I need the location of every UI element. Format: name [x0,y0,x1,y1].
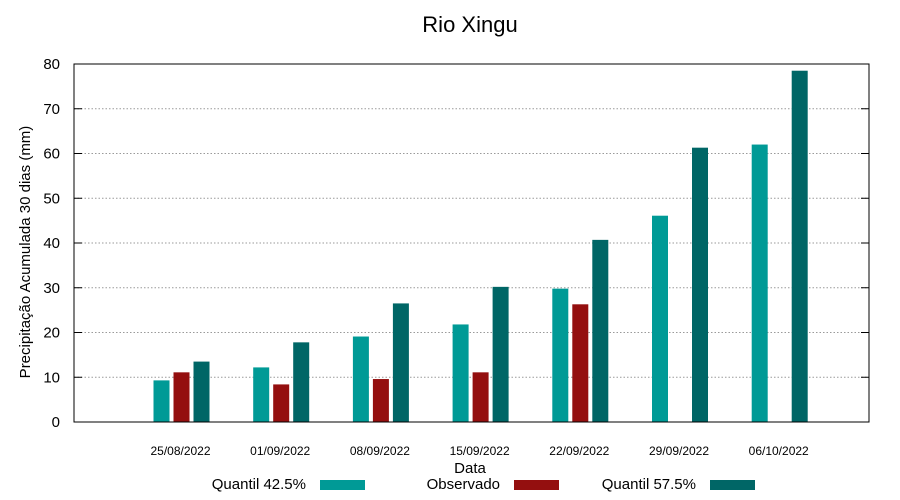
y-axis-ticks: 0 10 20 30 40 50 60 70 80 [43,56,869,431]
x-tick-label: 01/09/2022 [250,444,310,458]
bar [273,384,290,422]
y-tick-label: 30 [43,280,60,297]
bar [692,147,708,422]
bar [751,144,768,423]
bar [592,239,609,422]
bars [153,70,808,423]
bar [572,304,589,422]
bar [372,379,389,422]
legend-swatch [514,480,559,490]
legend: Quantil 42.5% Observado Quantil 57.5% [212,476,755,493]
legend-label: Quantil 42.5% [212,476,306,493]
bar [293,342,310,422]
bar [492,286,509,422]
bar [452,324,469,422]
bar [791,70,808,423]
x-tick-label: 15/09/2022 [450,444,510,458]
legend-swatch [710,480,755,490]
bar [552,288,569,422]
y-tick-label: 20 [43,325,60,342]
bar [352,336,369,422]
x-tick-label: 29/09/2022 [649,444,709,458]
y-tick-label: 80 [43,56,60,73]
gridlines [74,108,869,378]
bar [253,367,270,422]
y-tick-label: 0 [52,414,60,431]
x-tick-label: 08/09/2022 [350,444,410,458]
chart-title: Rio Xingu [422,12,517,37]
bar [153,380,170,422]
legend-swatch [320,480,365,490]
y-axis-label: Precipitação Acumulada 30 dias (mm) [17,126,34,379]
y-tick-label: 70 [43,101,60,118]
y-tick-label: 10 [43,369,60,386]
bar [652,215,668,422]
legend-label: Quantil 57.5% [602,476,696,493]
x-tick-label: 06/10/2022 [749,444,809,458]
y-tick-label: 40 [43,235,60,252]
x-axis-ticks: 25/08/2022 01/09/2022 08/09/2022 15/09/2022… [150,444,809,458]
legend-label: Observado [427,476,500,493]
bar [193,361,210,422]
x-tick-label: 25/08/2022 [150,444,210,458]
y-tick-label: 50 [43,190,60,207]
bar [472,372,489,422]
x-axis-label: Data [454,460,486,477]
bar [173,372,190,422]
y-tick-label: 60 [43,146,60,163]
x-tick-label: 22/09/2022 [549,444,609,458]
bar [392,303,409,422]
